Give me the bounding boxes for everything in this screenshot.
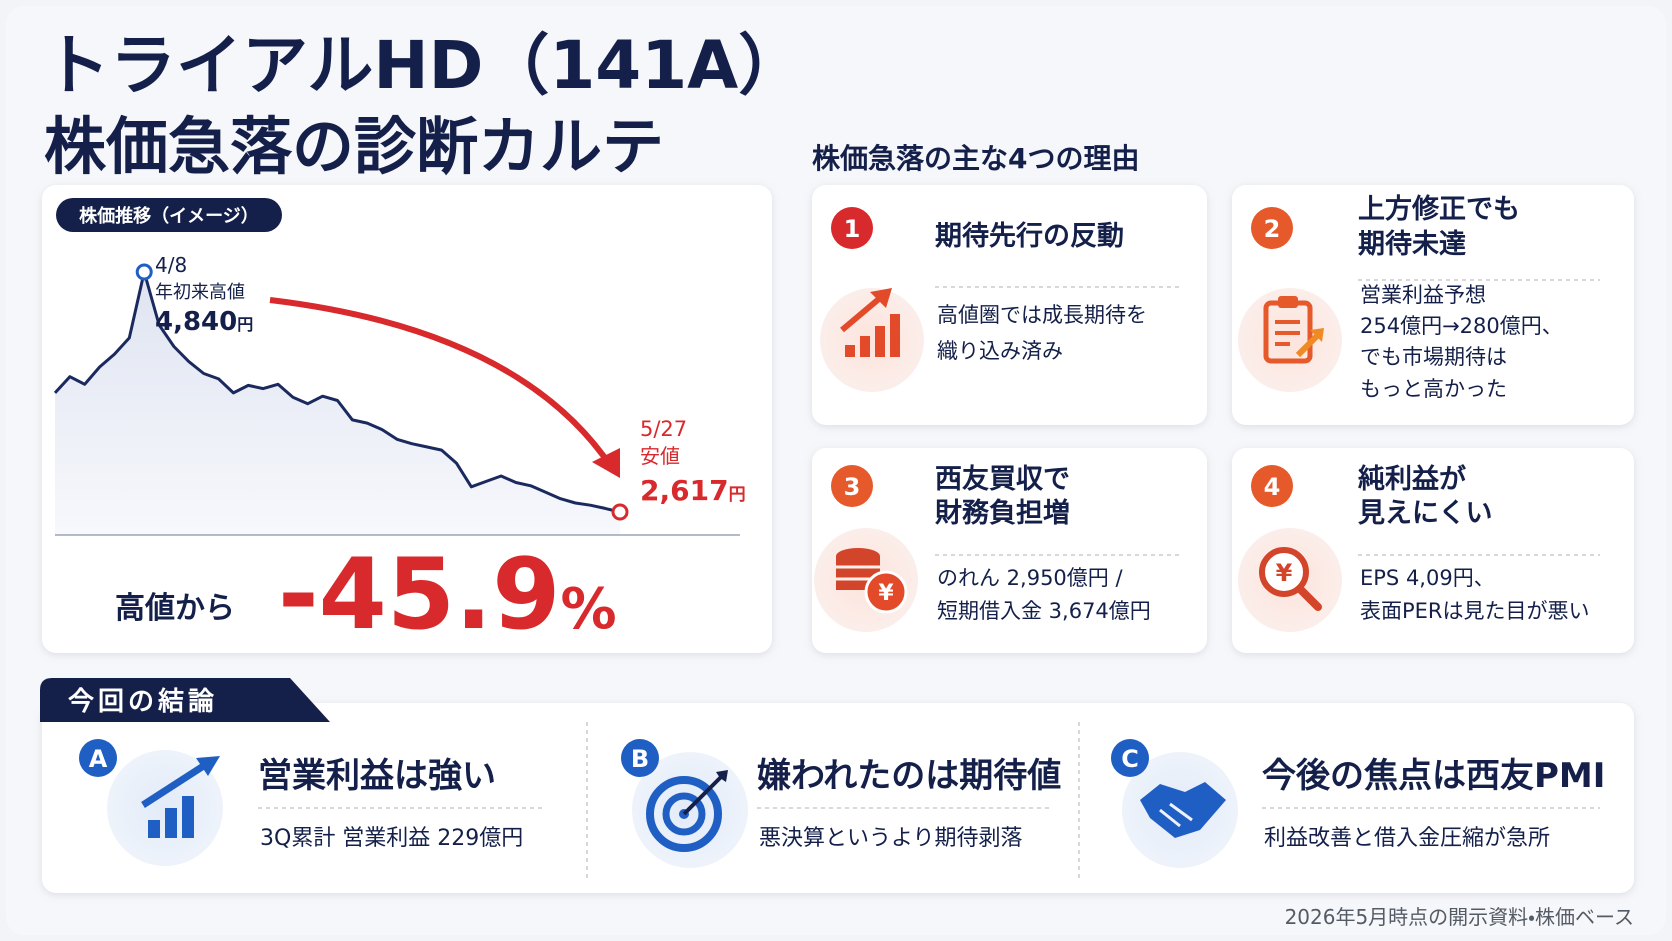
money-icon: ¥	[836, 548, 908, 614]
reason-number: 1	[844, 215, 861, 243]
reason-title: 上方修正でも	[1358, 194, 1520, 225]
reason-badge	[1251, 465, 1293, 507]
low-marker	[611, 503, 629, 521]
conclusion-panel	[42, 703, 1634, 893]
reason-text: 高値圏では成長期待を	[937, 303, 1147, 327]
conclusion-badge	[1111, 739, 1149, 777]
reason-text: 254億円→280億円、	[1360, 314, 1563, 338]
reason-badge	[831, 207, 873, 249]
low-date: 5/27	[640, 417, 687, 441]
chart-label-pill	[56, 198, 282, 232]
reason-text: のれん 2,950億円 /	[937, 566, 1123, 590]
reason-title: 期待先行の反動	[935, 220, 1124, 252]
handshake-icon	[1140, 782, 1226, 838]
yen-glyph: ¥	[878, 581, 894, 606]
search-icon: ¥	[1259, 547, 1322, 611]
clipboard-icon	[1263, 296, 1324, 364]
conclusion-badge	[621, 739, 659, 777]
peak-marker	[135, 263, 153, 281]
reason-text: でも市場期待は	[1360, 345, 1507, 369]
price-line	[53, 270, 621, 514]
peak-label: 年初来高値	[155, 282, 245, 303]
reason-number: 3	[844, 473, 861, 501]
peak-price-unit: 円	[237, 315, 253, 334]
price-area	[55, 272, 620, 535]
change-number: -45.9	[278, 538, 560, 652]
reason-text: 表面PERは見た目が悪い	[1360, 599, 1590, 623]
trend-arrow	[269, 297, 615, 470]
conclusion-items: A 営業利益は強い 3Q累計 営業利益 229億円 B 嫌われたのは期待値悪決算というよ…	[79, 739, 1605, 851]
peak-price: 4,840円	[155, 307, 253, 337]
title: 株価急落の診断カルテ	[44, 110, 664, 183]
reason-text: もっと高かった	[1360, 377, 1507, 401]
reason-title: 期待未達	[1358, 229, 1466, 260]
trend-arrowhead	[592, 448, 620, 478]
reason-badge	[1251, 207, 1293, 249]
change-unit: %	[560, 577, 616, 642]
change-label: 高値から	[115, 591, 235, 626]
growth-icon	[840, 288, 900, 357]
peak-date: 4/8	[155, 253, 187, 277]
reason-title: 見えにくい	[1358, 498, 1492, 529]
conclusion-tab	[40, 678, 330, 722]
reason-title: 純利益が	[1358, 463, 1466, 495]
change-value: -45.9%	[278, 538, 617, 652]
price-chart	[53, 263, 740, 536]
conclusion-letter: B	[631, 745, 649, 773]
reason-text: 営業利益予想	[1360, 283, 1486, 307]
footnote: 2026年5月時点の開示資料・株価ベース	[1285, 905, 1634, 929]
reason-badge	[831, 465, 873, 507]
yen-glyph: ¥	[1276, 559, 1293, 587]
conclusion-text: 3Q累計 営業利益 229億円	[260, 826, 523, 851]
conclusion-badge	[79, 739, 117, 777]
low-price-unit: 円	[729, 485, 746, 505]
conclusion-tab-label: 今回の結論	[68, 686, 218, 717]
conclusion-text: 悪決算というより期待剥落	[759, 826, 1023, 851]
title: トライアルHD（141A）	[44, 27, 804, 104]
bar-growth-icon	[141, 756, 220, 838]
reasons-title: 株価急落の主な4つの理由	[812, 142, 1139, 175]
low-price: 2,617円	[640, 474, 746, 507]
chart-label: 株価推移（イメージ）	[79, 205, 259, 227]
reason-text: EPS 4,09円、	[1360, 566, 1495, 590]
chart-card	[42, 185, 772, 653]
reason-title: 西友買収で	[935, 464, 1070, 495]
conclusion-letter: A	[89, 745, 108, 773]
conclusion-title: 営業利益は強い	[258, 756, 496, 796]
conclusion-letter: C	[1121, 745, 1139, 773]
reason-number: 2	[1264, 215, 1281, 243]
reason-text: 短期借入金 3,674億円	[937, 599, 1151, 623]
conclusion-text: 利益改善と借入金圧縮が急所	[1264, 826, 1550, 851]
peak-price-value: 4,840	[155, 307, 237, 337]
reason-title: 財務負担増	[935, 497, 1070, 529]
low-price-value: 2,617	[640, 474, 729, 507]
reason-number: 4	[1264, 473, 1281, 501]
conclusion-title: 嫌われたのは期待値	[757, 756, 1061, 796]
reason-text: 織り込み済み	[937, 339, 1063, 363]
low-label: 安値	[640, 444, 680, 468]
conclusion-title: 今後の焦点は西友PMI	[1262, 756, 1605, 796]
target-icon	[646, 770, 728, 852]
